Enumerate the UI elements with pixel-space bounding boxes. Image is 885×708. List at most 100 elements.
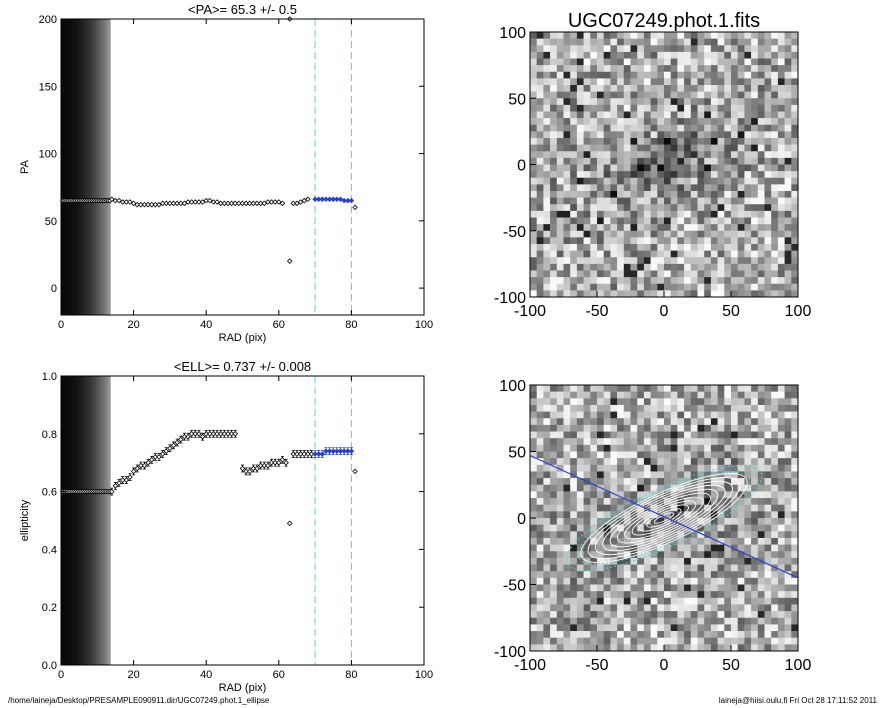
image-pixel	[717, 484, 725, 492]
image-pixel	[637, 597, 645, 605]
image-pixel	[684, 78, 692, 86]
image-pixel	[684, 270, 692, 278]
image-pixel	[771, 591, 779, 599]
data-point	[323, 448, 329, 454]
image-pixel	[771, 491, 779, 499]
image-pixel	[530, 424, 537, 432]
image-pixel	[576, 504, 584, 512]
image-pixel	[650, 597, 658, 605]
image-pixel	[536, 404, 544, 412]
image-pixel	[597, 138, 604, 145]
image-pixel	[657, 431, 665, 439]
image-pixel	[550, 451, 558, 459]
image-pixel	[724, 144, 732, 152]
image-pixel	[670, 58, 678, 66]
image-pixel	[603, 584, 611, 592]
data-point	[261, 462, 268, 469]
image-pixel	[597, 263, 604, 271]
image-pixel	[670, 191, 678, 198]
inner-band-strip	[77, 376, 80, 665]
image-pixel	[576, 478, 584, 486]
image-pixel	[677, 544, 685, 552]
image-pixel	[731, 611, 738, 619]
image-pixel	[717, 471, 725, 479]
inner-band-strip	[105, 19, 109, 315]
image-pixel	[603, 104, 611, 112]
image-pixel	[704, 45, 712, 53]
image-pixel	[650, 224, 658, 232]
image-pixel	[623, 91, 631, 99]
image-pixel	[764, 38, 772, 46]
image-pixel	[590, 597, 598, 605]
isophote-contour	[639, 504, 689, 532]
image-pixel	[623, 557, 631, 565]
image-pixel	[684, 38, 692, 46]
image-pixel	[603, 204, 611, 212]
image-pixel	[670, 531, 678, 539]
image-pixel	[784, 418, 792, 426]
image-pixel	[657, 237, 665, 245]
image-pixel	[670, 411, 678, 419]
image-pixel	[530, 151, 537, 159]
image-pixel	[556, 604, 564, 612]
image-pixel	[563, 177, 571, 185]
image-pixel	[543, 111, 551, 119]
image-pixel	[784, 224, 792, 232]
image-pixel	[704, 157, 712, 165]
image-pixel	[744, 51, 752, 59]
image-pixel	[664, 424, 671, 432]
image-pixel	[550, 644, 558, 652]
data-point	[221, 200, 228, 207]
image-pixel	[530, 244, 537, 251]
image-pixel	[751, 124, 759, 132]
image-pixel	[744, 58, 752, 66]
image-pixel	[657, 391, 665, 399]
image-pixel	[617, 398, 625, 406]
image-title: UGC07249.phot.1.fits	[568, 10, 760, 32]
image-pixel	[617, 464, 625, 472]
data-point	[239, 200, 246, 207]
image-pixel	[677, 283, 685, 291]
data-point	[243, 468, 249, 475]
image-pixel	[704, 391, 712, 399]
image-pixel	[784, 91, 792, 99]
image-pixel	[570, 617, 578, 625]
image-pixel	[670, 631, 678, 638]
data-point	[334, 448, 340, 454]
image-pixel	[650, 644, 658, 652]
image-pixel	[637, 197, 645, 205]
image-pixel	[664, 131, 671, 139]
image-pixel	[771, 151, 779, 159]
data-point	[134, 201, 140, 208]
image-pixel	[536, 391, 544, 399]
image-pixel	[583, 144, 591, 152]
image-pixel	[731, 637, 738, 645]
image-pixel	[784, 237, 792, 245]
image-pixel	[717, 524, 725, 532]
image-pixel	[704, 511, 712, 519]
image-pixel	[777, 398, 785, 406]
image-pixel	[583, 290, 591, 298]
image-pixel	[684, 404, 692, 412]
image-pixel	[664, 71, 671, 79]
image-pixel	[677, 184, 685, 192]
image-pixel	[697, 438, 705, 446]
image-pixel	[710, 157, 718, 165]
image-pixel	[530, 537, 537, 545]
image-pixel	[530, 78, 537, 86]
image-pixel	[710, 458, 718, 466]
image-pixel	[764, 157, 772, 165]
image-pixel	[583, 230, 591, 238]
image-pixel	[744, 277, 752, 285]
image-pixel	[576, 32, 584, 39]
image-pixel	[791, 604, 799, 612]
image-pixel	[597, 230, 604, 238]
image-pixel	[643, 78, 651, 86]
image-pixel	[550, 471, 558, 479]
image-pixel	[690, 151, 698, 159]
inner-band-strip	[97, 19, 101, 315]
image-pixel	[543, 144, 551, 152]
image-pixel	[550, 624, 558, 632]
image-pixel	[764, 571, 772, 579]
image-pixel	[784, 385, 792, 392]
